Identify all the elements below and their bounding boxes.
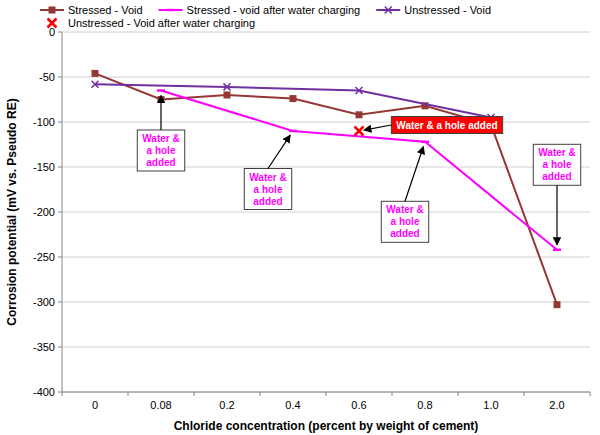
x-tick-label: 0.8 [417, 399, 432, 411]
data-point [289, 130, 297, 132]
grid-line [62, 257, 590, 258]
y-tick-label: -150 [33, 161, 55, 173]
y-tick [58, 392, 62, 393]
x-tick [62, 392, 63, 396]
data-point [356, 111, 363, 118]
legend-item: Stressed - Void [40, 4, 143, 16]
y-tick-label: -350 [33, 341, 55, 353]
y-tick [58, 347, 62, 348]
y-axis [62, 32, 63, 392]
annotation-box [137, 130, 184, 171]
annotation-arrow [268, 135, 290, 168]
grid-line [62, 347, 590, 348]
annotation-box [381, 201, 428, 242]
data-point [92, 70, 99, 77]
series-line [161, 91, 557, 250]
y-tick-label: -100 [33, 116, 55, 128]
y-tick [58, 77, 62, 78]
data-point [92, 81, 99, 88]
data-point [356, 87, 363, 94]
x-axis-title: Chloride concentration (percent by weigh… [174, 419, 479, 433]
grid-line [62, 122, 590, 123]
y-tick-label: -50 [39, 71, 55, 83]
annotation-text: Water & a hole added [396, 120, 497, 131]
y-tick [58, 167, 62, 168]
legend-item: Unstressed - Void [376, 4, 491, 16]
x-tick-label: 0.08 [150, 399, 171, 411]
legend: Stressed - Void Stressed - void after wat… [40, 4, 491, 29]
legend-swatch [159, 9, 183, 11]
chart-container: -400 -350 -300 -250 -200 -150 -100 -50 0 0 0.08 0.2… [0, 0, 600, 435]
x-tick [458, 392, 459, 396]
x-tick [392, 392, 393, 396]
data-point [553, 249, 561, 251]
y-tick [58, 122, 62, 123]
legend-label: Stressed - Void [68, 4, 143, 16]
x-tick-label: 0.4 [285, 399, 300, 411]
x-tick-label: 2.0 [549, 399, 564, 411]
x-tick-label: 1.0 [483, 399, 498, 411]
x-tick [326, 392, 327, 396]
legend-item: Stressed - void after water charging [159, 4, 361, 16]
series-line [95, 84, 491, 117]
x-tick [590, 392, 591, 396]
annotation-text: Water &a holeadded [249, 172, 286, 207]
plot-data [92, 70, 562, 308]
x-tick-label: 0.6 [351, 399, 366, 411]
annotations: Water &a holeadded Water &a holeadded Wate… [137, 96, 580, 245]
legend-marker [48, 19, 57, 28]
legend-label: Stressed - void after water charging [187, 4, 361, 16]
series-line [95, 73, 557, 304]
y-tick [58, 257, 62, 258]
annotation-arrow [160, 96, 161, 131]
annotation-text: Water &a holeadded [142, 133, 179, 168]
y-axis-title: Corrosion potential (mV vs. Pseudo RE) [5, 98, 19, 325]
x-tick [260, 392, 261, 396]
x-tick-label: 0.2 [219, 399, 234, 411]
annotation-arrow [364, 125, 391, 130]
grid-line [62, 302, 590, 303]
x-tick [524, 392, 525, 396]
data-point [421, 141, 429, 143]
y-tick [58, 302, 62, 303]
annotation-arrow [556, 185, 557, 245]
data-point [290, 95, 297, 102]
annotation-text: Water &a holeadded [386, 204, 423, 239]
y-tick-label: -200 [33, 206, 55, 218]
x-tick [128, 392, 129, 396]
legend-marker [167, 9, 175, 11]
x-tick [194, 392, 195, 396]
grid-line [62, 77, 590, 78]
y-tick [58, 212, 62, 213]
data-point [554, 301, 561, 308]
y-tick-label: -300 [33, 296, 55, 308]
y-tick-label: -400 [33, 386, 55, 398]
legend-marker [49, 7, 56, 14]
grid-line [62, 32, 590, 33]
y-tick [58, 32, 62, 33]
y-tick-label: -250 [33, 251, 55, 263]
legend-label: Unstressed - Void [404, 4, 491, 16]
legend-label: Unstressed - Void after water charging [68, 17, 255, 29]
x-tick-label: 0 [92, 399, 98, 411]
data-point [224, 92, 231, 99]
annotation-box [391, 117, 502, 134]
data-point [224, 83, 231, 90]
chart: -400 -350 -300 -250 -200 -150 -100 -50 0 0 0.08 0.2… [0, 0, 600, 435]
annotation-box [244, 169, 291, 210]
annotation-text: Water &a holeadded [538, 147, 575, 182]
legend-marker [385, 7, 392, 14]
annotation-arrow [405, 147, 423, 202]
y-tick-label: 0 [49, 26, 55, 38]
data-point [355, 127, 364, 136]
data-point [157, 89, 165, 91]
legend-item: Unstressed - Void after water charging [48, 17, 256, 29]
annotation-box [533, 144, 580, 185]
